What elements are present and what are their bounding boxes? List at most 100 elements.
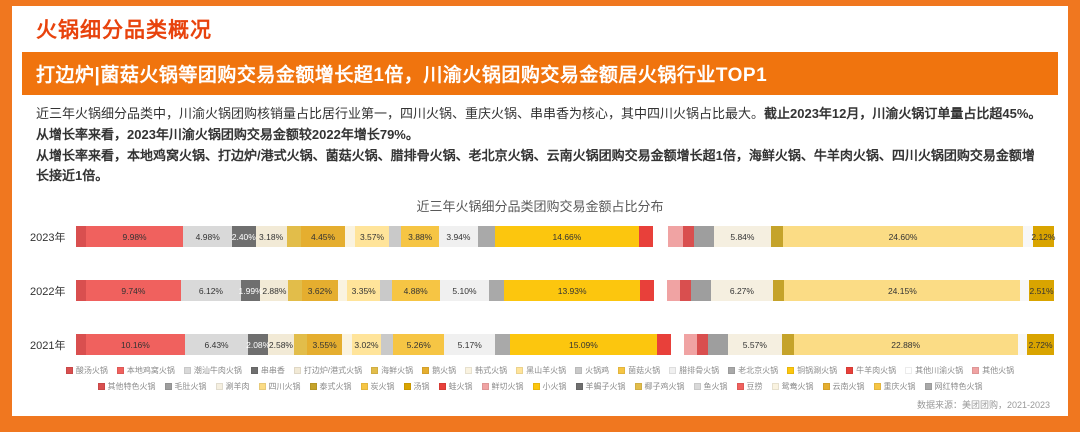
legend-swatch xyxy=(183,367,191,375)
bar-year-label: 2023年 xyxy=(30,231,66,244)
bar-segment xyxy=(341,334,352,356)
legend-item: 鲜切火锅 xyxy=(481,381,524,392)
segment-value-label: 14.66% xyxy=(552,231,582,242)
bar-segment: 3.55% xyxy=(307,334,342,356)
segment-value-label: 3.94% xyxy=(446,231,471,242)
legend-item: 小火锅 xyxy=(532,381,567,392)
bar-segment xyxy=(1020,280,1030,302)
bar-segment: 4.88% xyxy=(391,280,440,302)
bar-segment xyxy=(683,334,698,356)
bar-segment: 3.94% xyxy=(439,226,478,248)
content-area: 火锅细分品类概况 打边炉|菌菇火锅等团购交易金额增长超1倍，川渝火锅团购交易金额… xyxy=(12,6,1068,416)
bar-segment: 24.15% xyxy=(784,280,1021,302)
bar-segment xyxy=(337,280,348,302)
legend-label: 酸汤火锅 xyxy=(75,366,108,376)
legend-label: 菌菇火锅 xyxy=(628,366,661,376)
legend-item: 涮羊肉 xyxy=(215,381,250,392)
segment-value-label: 5.26% xyxy=(406,339,431,350)
legend-item: 蛙火锅 xyxy=(438,381,473,392)
legend-item: 豆捞 xyxy=(736,381,763,392)
legend-swatch xyxy=(164,383,172,391)
bar-segment xyxy=(770,226,783,248)
legend-item: 串串香 xyxy=(250,365,285,376)
legend-swatch xyxy=(822,383,830,391)
highlight-banner: 打边炉|菌菇火锅等团购交易金额增长超1倍，川渝火锅团购交易金额居火锅行业TOP1 xyxy=(22,52,1058,95)
bar-segment xyxy=(381,334,393,356)
legend-swatch xyxy=(905,367,913,375)
legend-swatch xyxy=(575,383,583,391)
legend-label: 豆捞 xyxy=(746,382,763,392)
bar-segment xyxy=(1023,226,1034,248)
segment-value-label: 24.15% xyxy=(887,285,917,296)
bar-segment xyxy=(286,226,302,248)
bar-segment xyxy=(680,280,692,302)
segment-value-label: 1.99% xyxy=(238,285,263,296)
bar-track: 9.74% 6.12% 1.99% 2.88% 3.62% 3.35% 4.88% 5.10%… xyxy=(76,280,1054,302)
legend-swatch xyxy=(403,383,411,391)
segment-value-label: 4.88% xyxy=(403,285,428,296)
segment-value-label: 3.35% xyxy=(351,285,376,296)
legend-item: 四川火锅 xyxy=(258,381,301,392)
legend-label: 本地鸡窝火锅 xyxy=(126,366,175,376)
legend-label: 腊排骨火锅 xyxy=(679,366,720,376)
bar-segment: 3.57% xyxy=(354,226,390,248)
legend-row: 其他特色火锅 毛肚火锅 涮羊肉 四川火锅 泰式火锅 炭火锅 汤锅 蛙火锅 鲜切火锅 小火锅 羊蝎子火… xyxy=(12,381,1068,392)
legend-swatch xyxy=(481,383,489,391)
legend-item: 腊排骨火锅 xyxy=(669,365,719,376)
legend-item: 毛肚火锅 xyxy=(164,381,207,392)
bar-segment: 3.02% xyxy=(351,334,382,356)
legend-label: 黑山羊火锅 xyxy=(526,366,567,376)
legend-swatch xyxy=(371,367,379,375)
legend-swatch xyxy=(293,367,301,375)
bar-segment: 5.84% xyxy=(713,226,771,248)
bar-segment xyxy=(653,280,667,302)
segment-value-label: 2.72% xyxy=(1028,339,1053,350)
legend-label: 云南火锅 xyxy=(832,382,865,392)
legend-label: 四川火锅 xyxy=(268,382,301,392)
bar-segment: 2.72% xyxy=(1027,334,1054,356)
legend-label: 炭火锅 xyxy=(370,382,395,392)
segment-value-label: 3.88% xyxy=(408,231,433,242)
bar-segment xyxy=(638,226,654,248)
legend-swatch xyxy=(215,383,223,391)
bar-segment: 3.18% xyxy=(255,226,287,248)
legend-item: 重庆火锅 xyxy=(873,381,916,392)
page-title: 火锅细分品类概况 xyxy=(36,19,212,42)
legend-item: 打边炉/港式火锅 xyxy=(293,365,362,376)
segment-value-label: 10.16% xyxy=(121,339,150,350)
bar-segment xyxy=(653,226,668,248)
legend-label: 韩式火锅 xyxy=(475,366,508,376)
legend-item: 炭火锅 xyxy=(360,381,395,392)
segment-value-label: 5.57% xyxy=(742,339,767,350)
segment-value-label: 9.74% xyxy=(121,285,146,296)
legend-label: 小火锅 xyxy=(542,382,567,392)
bar-row-2023年: 2023年 9.98% 4.98% 2.40% 3.18% 4.45% 3.57% 3.88%… xyxy=(30,226,1055,248)
legend-swatch xyxy=(618,367,626,375)
legend-label: 鲜切火锅 xyxy=(491,382,524,392)
bar-segment: 14.66% xyxy=(495,226,639,248)
legend-item: 其他火锅 xyxy=(972,365,1014,376)
paragraph-segment: 从增长率来看，本地鸡窝火锅、打边炉/港式火锅、菌菇火锅、腊排骨火锅、老北京火锅、… xyxy=(36,147,1035,184)
legend-label: 涮羊肉 xyxy=(225,382,250,392)
legend-item: 泰式火锅 xyxy=(309,381,352,392)
body-text: 近三年火锅细分品类中，川渝火锅团购核销量占比居行业第一，四川火锅、重庆火锅、串串… xyxy=(36,104,1044,187)
bar-segment xyxy=(666,280,681,302)
bars: 2023年 9.98% 4.98% 2.40% 3.18% 4.45% 3.57% 3.88%… xyxy=(30,226,1055,356)
segment-value-label: 2.88% xyxy=(262,285,287,296)
bar-segment xyxy=(477,226,496,248)
legend-swatch xyxy=(258,383,266,391)
bar-segment xyxy=(682,226,695,248)
bar-segment: 6.27% xyxy=(711,280,773,302)
bar-segment: 15.09% xyxy=(509,334,658,356)
legend-item: 酸汤火锅 xyxy=(65,365,108,376)
legend-swatch xyxy=(65,367,73,375)
segment-value-label: 2.58% xyxy=(268,339,293,350)
segment-value-label: 5.17% xyxy=(457,339,482,350)
bar-row-2021年: 2021年 10.16% 6.43% 2.08% 2.58% 3.55% 3.02% 5.26… xyxy=(30,334,1054,356)
bar-segment: 2.58% xyxy=(268,334,294,356)
bar-segment xyxy=(782,334,794,356)
legend-item: 网红特色火锅 xyxy=(924,381,983,392)
legend-item: 铜锅涮火锅 xyxy=(787,365,837,376)
segment-value-label: 6.27% xyxy=(729,285,754,296)
bar-segment: 2.88% xyxy=(260,280,289,302)
